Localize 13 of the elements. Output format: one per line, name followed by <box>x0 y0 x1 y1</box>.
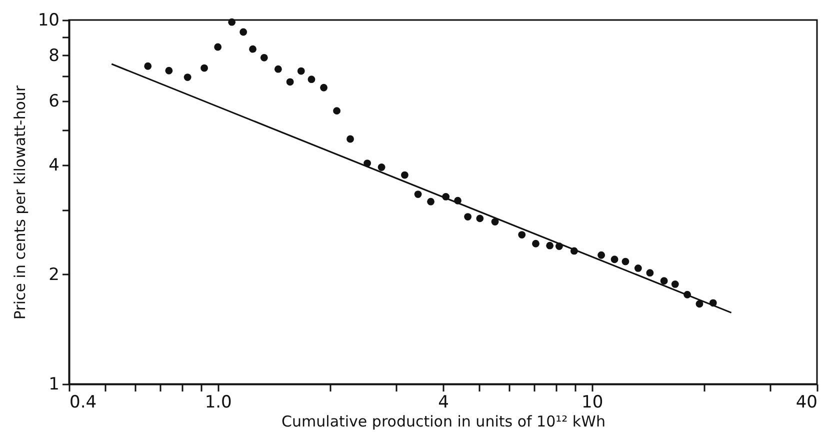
x-tick-label: 4 <box>438 392 449 412</box>
x-tick-label: 1.0 <box>204 392 232 412</box>
y-tick-label: 1 <box>48 374 60 394</box>
x-tick-label: 10 <box>582 392 604 412</box>
y-tick-label: 8 <box>48 46 60 66</box>
y-tick-label: 10 <box>38 10 60 30</box>
x-axis-title: Cumulative production in units of 10¹² kWh <box>282 412 606 430</box>
y-axis-title: Price in cents per kilowatt-hour <box>10 84 29 320</box>
y-tick-label: 4 <box>48 155 60 176</box>
y-tick-label: 2 <box>48 264 60 285</box>
x-tick-label: 40 <box>796 392 818 412</box>
y-tick-label: 6 <box>48 91 60 112</box>
x-tick-label: 0.4 <box>70 392 97 412</box>
